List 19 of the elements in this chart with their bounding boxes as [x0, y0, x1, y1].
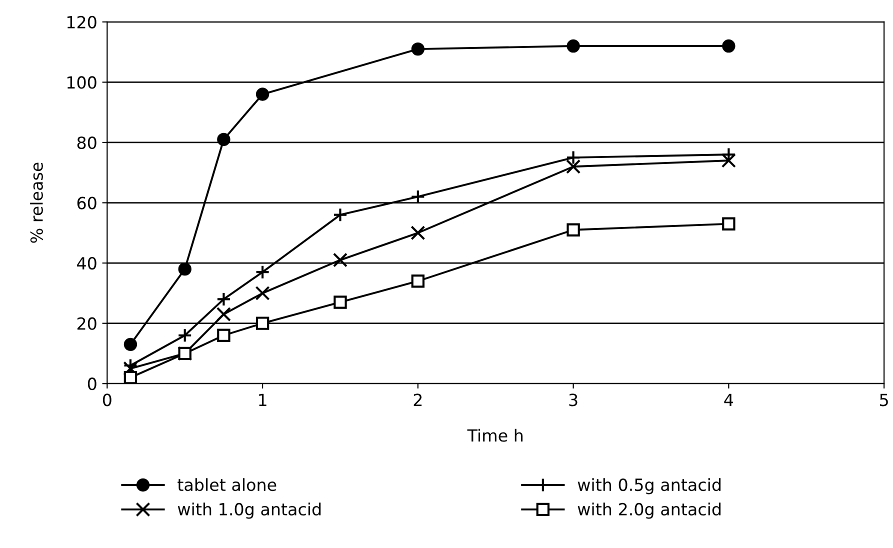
- y-tick-label: 20: [77, 317, 96, 330]
- x-tick-label: 0: [102, 394, 112, 406]
- x-tick-label: 4: [724, 394, 734, 406]
- x-tick-label: 5: [880, 394, 888, 406]
- y-tick-label: 60: [77, 196, 96, 210]
- x-tick-label: 2: [414, 394, 422, 406]
- x-axis-title: Time h: [467, 428, 523, 442]
- y-tick-label: 40: [77, 257, 96, 270]
- y-tick-label: 80: [77, 136, 96, 150]
- legend-label: with 2.0g antacid: [578, 502, 721, 519]
- y-axis-title: % release: [30, 162, 43, 243]
- y-tick-label: 0: [88, 378, 96, 390]
- x-tick-label: 3: [569, 394, 578, 406]
- y-tick-label: 120: [67, 16, 96, 28]
- legend-label: with 0.5g antacid: [578, 478, 721, 494]
- x-tick-label: 1: [259, 394, 266, 406]
- legend-label: tablet alone: [178, 478, 276, 492]
- legend-label: with 1.0g antacid: [178, 502, 321, 519]
- y-tick-label: 100: [67, 76, 96, 89]
